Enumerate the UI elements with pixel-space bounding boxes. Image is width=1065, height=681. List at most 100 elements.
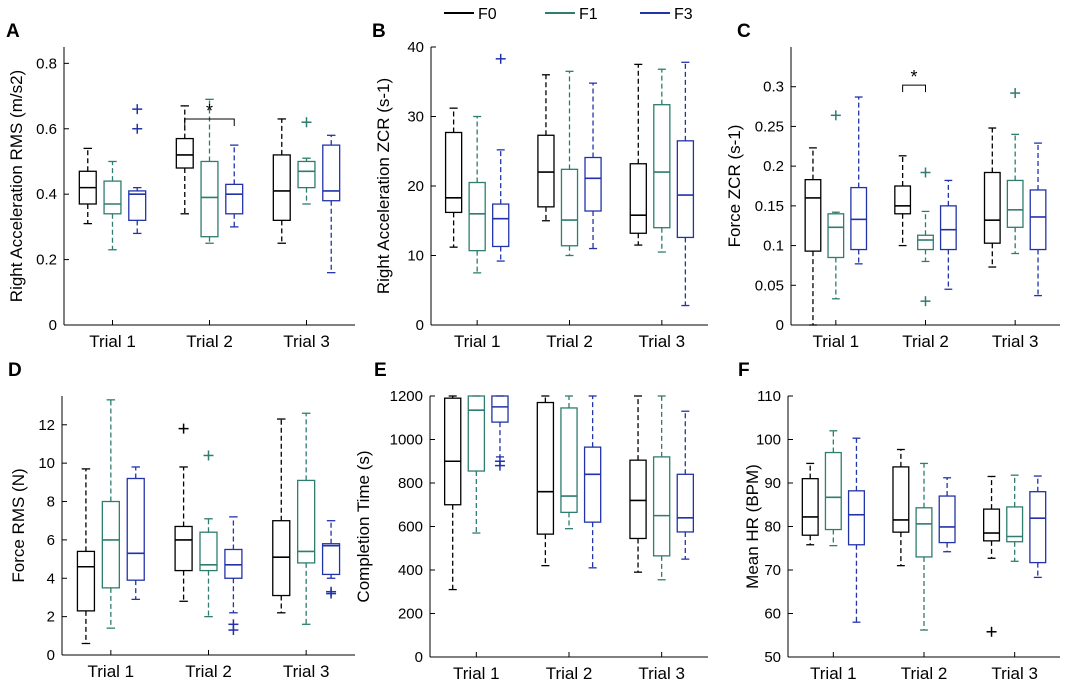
x-tick-label: Trial 1 bbox=[88, 662, 135, 681]
box-f3-trial-1 bbox=[847, 437, 865, 623]
box-iqr bbox=[272, 520, 291, 597]
x-tick-label: Trial 3 bbox=[991, 664, 1038, 681]
box-iqr bbox=[174, 525, 193, 572]
y-axis-label: Right Acceleration ZCR (s-1) bbox=[374, 78, 393, 294]
panel-b: B 0 10 20 30 40 Trial 1 Trial 2 Trial 3 Right Acc… bbox=[372, 21, 708, 351]
outlier-marker bbox=[326, 588, 337, 599]
box-iqr bbox=[468, 181, 486, 252]
x-tick-label: Trial 3 bbox=[283, 662, 330, 681]
outlier-marker bbox=[830, 110, 841, 121]
box-iqr bbox=[827, 213, 845, 259]
y-tick-label: 0 bbox=[776, 317, 784, 334]
box-iqr bbox=[297, 160, 316, 189]
outlier-marker bbox=[132, 104, 143, 115]
box-f3-trial-3 bbox=[321, 520, 341, 599]
significance-bracket bbox=[184, 118, 235, 126]
box-iqr bbox=[322, 144, 341, 202]
box-f1-trial-3 bbox=[652, 395, 671, 581]
box-f0-trial-2 bbox=[894, 155, 912, 247]
box-f0-trial-3 bbox=[272, 418, 291, 614]
box-f3-trial-3 bbox=[676, 61, 695, 307]
box-f1-trial-1 bbox=[467, 395, 486, 534]
x-tick-label: Trial 1 bbox=[89, 332, 136, 351]
box-iqr bbox=[200, 160, 219, 238]
x-tick-label: Trial 2 bbox=[185, 662, 232, 681]
box-f1-trial-3 bbox=[653, 68, 671, 253]
box-f0-trial-1 bbox=[443, 395, 462, 591]
box-iqr bbox=[653, 104, 671, 229]
outlier-marker bbox=[920, 167, 931, 178]
box-f3-trial-1 bbox=[850, 96, 868, 265]
box-iqr bbox=[297, 479, 316, 564]
panel-label: A bbox=[6, 21, 20, 42]
y-tick-label: 8 bbox=[47, 494, 55, 511]
panel-label: E bbox=[374, 360, 387, 381]
box-iqr bbox=[560, 168, 579, 247]
box-iqr bbox=[199, 531, 218, 572]
x-tick-label: Trial 3 bbox=[639, 332, 686, 351]
panel-label: B bbox=[372, 21, 386, 42]
panels: A 0 0.2 0.4 0.6 0.8 Trial 1 Trial 2 Trial 3 Right… bbox=[6, 21, 1060, 681]
x-tick-label: Trial 3 bbox=[992, 332, 1039, 351]
y-tick-label: 0.1 bbox=[763, 238, 784, 255]
box-iqr bbox=[76, 550, 96, 612]
y-tick-label: 40 bbox=[407, 39, 424, 56]
box-iqr bbox=[938, 495, 956, 544]
box-f3-trial-2 bbox=[938, 477, 956, 553]
legend: F0 F1 F3 bbox=[444, 6, 693, 23]
significance-star: * bbox=[911, 67, 918, 87]
box-f3-trial-2 bbox=[224, 516, 243, 636]
box-f1-trial-2 bbox=[560, 395, 578, 530]
box-iqr bbox=[676, 473, 695, 533]
box-f1-trial-3 bbox=[297, 117, 316, 205]
box-f1-trial-1 bbox=[827, 110, 845, 300]
y-tick-label: 200 bbox=[398, 606, 423, 623]
box-f1-trial-1 bbox=[824, 430, 842, 547]
panel-e: E 0 200 400 600 800 1000 1200 Trial 1 Trial 2 Tria… bbox=[354, 360, 708, 681]
y-tick-label: 1000 bbox=[390, 432, 423, 449]
x-tick-label: Trial 2 bbox=[901, 664, 948, 681]
box-iqr bbox=[894, 185, 912, 215]
box-iqr bbox=[560, 407, 578, 514]
outlier-marker bbox=[1010, 88, 1021, 99]
box-iqr bbox=[584, 156, 602, 212]
y-axis-label: Completion Time (s) bbox=[354, 450, 373, 602]
y-tick-label: 10 bbox=[407, 248, 424, 265]
x-tick-label: Trial 1 bbox=[454, 332, 501, 351]
box-f3-trial-3 bbox=[322, 134, 341, 274]
box-f0-trial-3 bbox=[629, 63, 647, 246]
box-f1-trial-1 bbox=[101, 399, 120, 629]
y-tick-label: 0.15 bbox=[755, 198, 784, 215]
box-iqr bbox=[676, 140, 695, 239]
outlier-marker bbox=[203, 450, 214, 461]
x-tick-label: Trial 3 bbox=[638, 664, 685, 681]
box-f0-trial-2 bbox=[174, 423, 193, 602]
y-axis-label: Force ZCR (s-1) bbox=[725, 125, 744, 248]
box-f0-trial-1 bbox=[801, 462, 819, 546]
y-tick-label: 2 bbox=[47, 609, 55, 626]
box-iqr bbox=[225, 183, 244, 215]
y-tick-label: 100 bbox=[756, 432, 781, 449]
y-axis-label: Force RMS (N) bbox=[9, 468, 28, 582]
y-axis-label: Mean HR (BPM) bbox=[743, 464, 762, 589]
box-iqr bbox=[629, 163, 647, 234]
box-iqr bbox=[537, 134, 555, 208]
panel-d: D 0 2 4 6 8 10 12 Trial 1 Trial 2 Trial 3 Force RMS… bbox=[8, 360, 355, 681]
legend-label-f1: F1 bbox=[579, 6, 598, 23]
box-iqr bbox=[1006, 506, 1024, 543]
y-tick-label: 30 bbox=[407, 109, 424, 126]
y-tick-label: 0.25 bbox=[755, 118, 784, 135]
y-tick-label: 600 bbox=[398, 519, 423, 536]
x-tick-label: Trial 1 bbox=[813, 332, 860, 351]
significance-star: * bbox=[206, 101, 213, 121]
box-f0-trial-3 bbox=[629, 395, 647, 573]
y-tick-label: 20 bbox=[407, 178, 424, 195]
box-f3-trial-2 bbox=[225, 144, 244, 228]
box-f3-trial-3 bbox=[1029, 475, 1047, 579]
x-tick-label: Trial 2 bbox=[186, 332, 233, 351]
box-f1-trial-2 bbox=[917, 167, 934, 307]
legend-label-f3: F3 bbox=[674, 6, 693, 23]
box-f3-trial-1 bbox=[128, 104, 147, 235]
box-iqr bbox=[103, 180, 122, 215]
x-tick-label: Trial 3 bbox=[283, 332, 330, 351]
